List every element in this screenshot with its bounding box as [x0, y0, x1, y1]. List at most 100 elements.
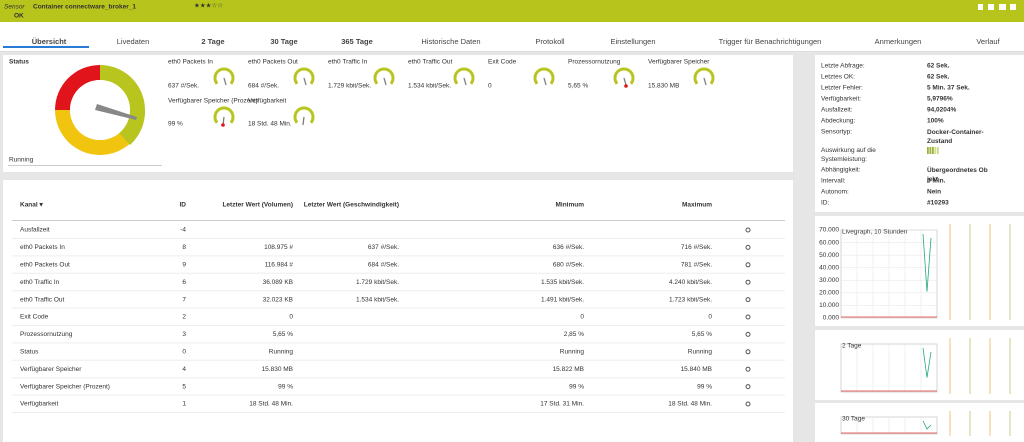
row-action[interactable] — [745, 297, 751, 303]
tab[interactable]: Übersicht — [32, 37, 67, 46]
table-header[interactable]: Kanal ▾ — [20, 202, 44, 209]
tab[interactable]: Anmerkungen — [875, 37, 922, 46]
row-action[interactable] — [745, 349, 751, 355]
table-cell: eth0 Packets Out — [20, 262, 70, 269]
table-cell: 1.534 kbit/Sek. — [356, 296, 399, 303]
graph-ytick: 70.000 — [819, 227, 839, 234]
table-cell: eth0 Traffic Out — [20, 296, 65, 303]
table-cell: -4 — [180, 227, 186, 234]
table-cell: Verfügbarer Speicher — [20, 366, 82, 373]
info-label-line: Systemleistung: — [821, 156, 867, 163]
gauge-needle — [95, 104, 137, 120]
gauge-segment — [100, 65, 145, 110]
row-action[interactable] — [745, 401, 751, 407]
table-header[interactable]: Letzter Wert (Volumen) — [222, 202, 293, 209]
gauge-value: 637 #/Sek. — [168, 83, 199, 90]
gauge-arc — [613, 67, 635, 85]
gauge-arc — [293, 106, 315, 124]
row-action[interactable] — [745, 279, 751, 285]
table-cell: 18 Std. 48 Min. — [249, 401, 293, 408]
row-action[interactable] — [745, 262, 751, 268]
graph-title: 30 Tage — [842, 416, 865, 423]
table-header[interactable]: Maximum — [682, 202, 712, 209]
status-gauge — [55, 65, 146, 155]
gauge-alert — [624, 84, 628, 88]
table-cell: 684 #/Sek. — [368, 262, 399, 269]
graph-ytick: 60.000 — [819, 239, 839, 246]
gauge-arc — [453, 67, 475, 85]
tab[interactable]: 2 Tage — [201, 37, 224, 46]
icon[interactable] — [999, 4, 1006, 10]
info-value: Docker-Container- Zustand — [927, 129, 984, 145]
table-cell: Verfügbarkeit — [20, 401, 58, 408]
sensor-prefix: Sensor — [4, 4, 25, 11]
gauge-name: Verfügbarer Speicher — [648, 59, 710, 66]
table-cell: 5,65 % — [273, 331, 293, 338]
table-cell: 116.984 # — [265, 262, 294, 269]
impact-bar — [929, 147, 932, 154]
gauge-arc — [373, 67, 395, 85]
info-label: Letzter Fehler: — [821, 85, 863, 92]
table-cell: eth0 Traffic In — [20, 279, 60, 286]
table-cell: 99 % — [569, 383, 584, 390]
table-cell: 4.240 kbit/Sek. — [669, 279, 712, 286]
table-cell: 3 — [182, 331, 186, 338]
icon[interactable] — [988, 4, 994, 10]
icon[interactable] — [978, 4, 983, 10]
table-cell: 18 Std. 48 Min. — [668, 401, 712, 408]
graph-ytick: 50.000 — [819, 252, 839, 259]
table-cell: 7 — [182, 296, 186, 303]
table-cell: Prozessornutzung — [20, 331, 73, 338]
table-cell: 0 — [580, 314, 584, 321]
gauge-name: Prozessornutzung — [568, 59, 621, 66]
icon[interactable] — [1010, 4, 1016, 10]
row-action[interactable] — [745, 314, 751, 320]
table-cell: 15.822 MB — [553, 366, 584, 373]
gauge-name: eth0 Packets In — [168, 59, 213, 66]
info-label: Letztes OK: — [821, 74, 855, 81]
gauge-name: Verfügbarer Speicher (Prozent) — [168, 98, 258, 105]
tab[interactable]: Einstellungen — [610, 37, 655, 46]
gauge-arc — [293, 67, 315, 85]
table-cell: 0 — [289, 314, 293, 321]
table-cell: Running — [560, 349, 585, 356]
info-panel — [815, 55, 1024, 212]
graph-title: 2 Tage — [842, 343, 862, 350]
table-cell: 716 #/Sek. — [681, 244, 712, 251]
tab[interactable]: Livedaten — [117, 37, 150, 46]
row-action[interactable] — [745, 384, 751, 390]
gauge-name: eth0 Packets Out — [248, 59, 298, 66]
row-action[interactable] — [745, 227, 751, 233]
tab[interactable]: Trigger für Benachrichtigungen — [719, 37, 822, 46]
info-label: Auswirkung auf die Systemleistung: — [821, 147, 876, 163]
table-header[interactable]: Minimum — [555, 202, 584, 209]
table-cell: 680 #/Sek. — [553, 262, 584, 269]
tab[interactable]: 365 Tage — [341, 37, 373, 46]
tab[interactable]: 30 Tage — [270, 37, 297, 46]
table-cell: 5,65 % — [692, 331, 712, 338]
gauge-name: Exit Code — [488, 59, 517, 66]
gauge-segment — [55, 65, 100, 110]
gauge-needle — [383, 77, 387, 86]
sensor-status: OK — [14, 13, 24, 20]
info-label: Ausfallzeit: — [821, 107, 853, 114]
table-cell: eth0 Packets In — [20, 244, 65, 251]
table-cell: 9 — [182, 262, 186, 269]
tab[interactable]: Protokoll — [535, 37, 565, 46]
row-action[interactable] — [745, 244, 751, 250]
tab[interactable]: Verlauf — [976, 37, 1000, 46]
row-action[interactable] — [745, 331, 751, 337]
graph-ytick: 0.000 — [823, 315, 840, 322]
tab[interactable]: Historische Daten — [421, 37, 480, 46]
row-action[interactable] — [745, 366, 751, 372]
table-cell: 2 — [182, 314, 186, 321]
header-icons — [978, 4, 1016, 10]
table-header[interactable]: ID — [180, 202, 187, 209]
sensor-title: Container connectware_broker_1 — [33, 4, 136, 11]
spacer — [3, 36, 89, 38]
table-header[interactable]: Letzter Wert (Geschwindigkeit) — [304, 202, 399, 209]
table-cell: 6 — [182, 279, 186, 286]
table-cell: 4 — [182, 366, 186, 373]
table-cell: Ausfallzeit — [20, 227, 50, 234]
